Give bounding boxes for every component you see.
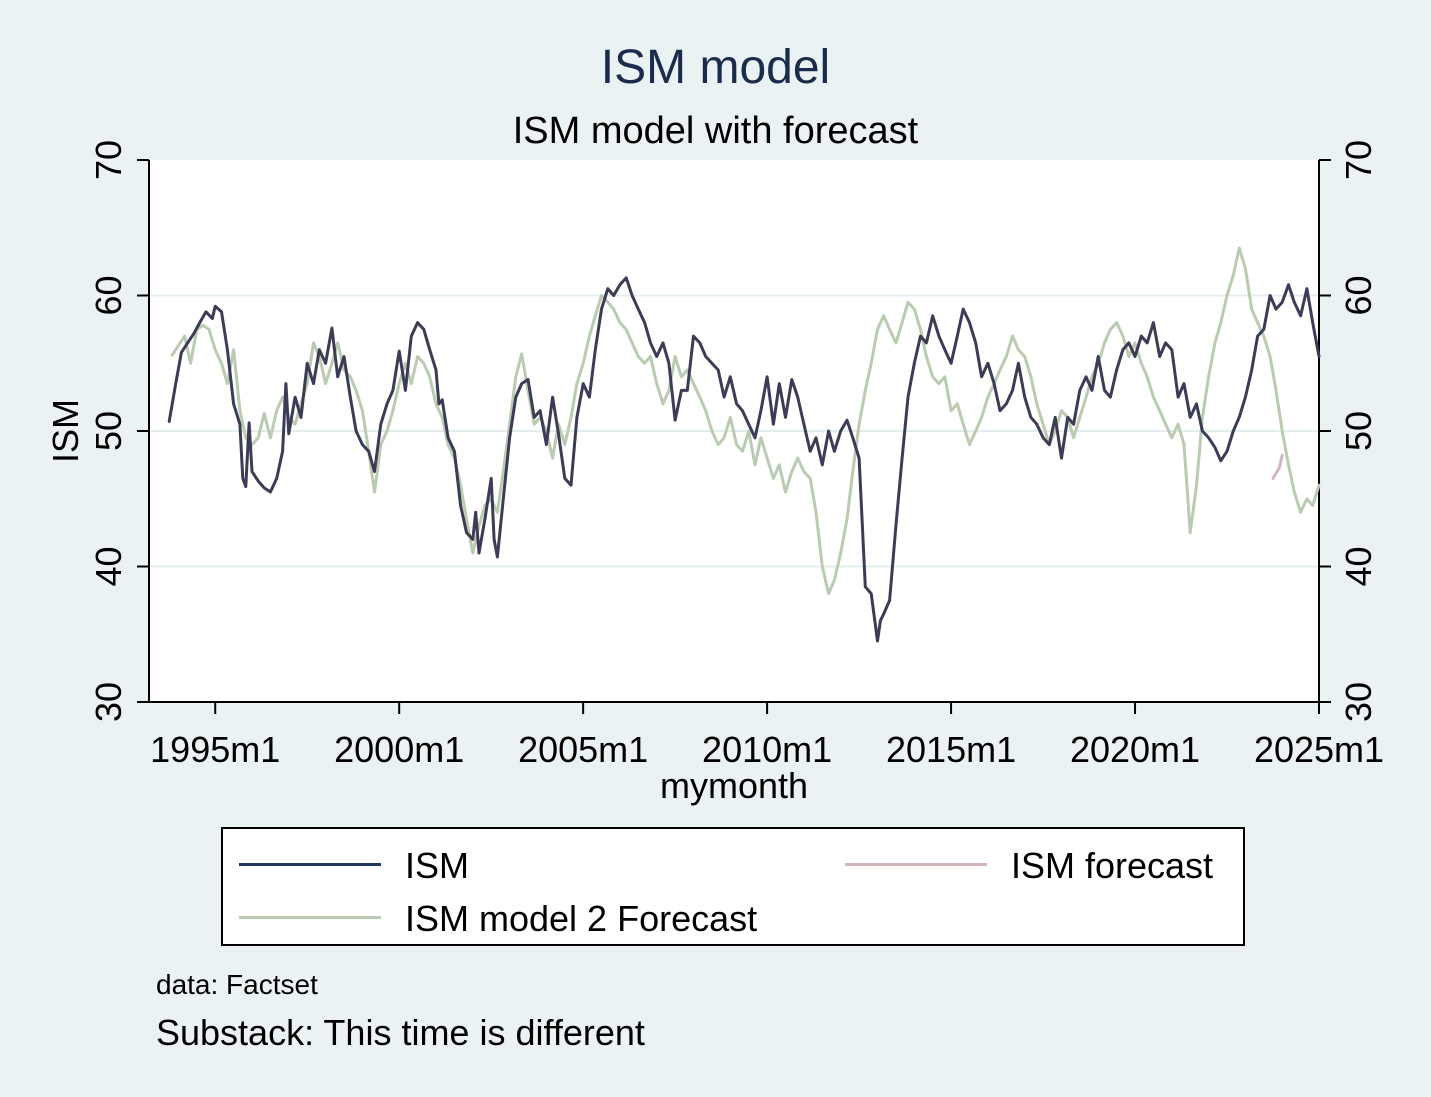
y-axis-title: ISM <box>45 399 86 463</box>
y-tick-label-left-70: 70 <box>88 140 129 180</box>
chart-subtitle: ISM model with forecast <box>512 110 919 152</box>
x-tick-label-2000: 2000m1 <box>334 729 464 770</box>
x-tick-label-1995: 1995m1 <box>150 729 280 770</box>
x-tick-label-2015: 2015m1 <box>886 729 1016 770</box>
chart-title: ISM model <box>600 41 831 94</box>
series-line-ism <box>167 276 1321 643</box>
y-tick-label-left-30: 30 <box>88 682 129 722</box>
y-tick-label-right-60: 60 <box>1338 275 1379 315</box>
legend-swatch-ism-forecast <box>845 863 987 866</box>
line-chart: 30 30 40 40 50 50 60 60 70 70 1995m1 2000m1 2005m1 20… <box>45 140 1384 806</box>
legend-swatch-ism <box>239 863 381 866</box>
y-tick-label-right-40: 40 <box>1338 546 1379 586</box>
x-tick-label-2005: 2005m1 <box>518 729 648 770</box>
legend-label-ism-model-2: ISM model 2 Forecast <box>405 898 758 939</box>
data-source-note: data: Factset <box>156 969 318 1000</box>
series-line-ism-model-2-forecast <box>170 246 1321 596</box>
series-line-ism-forecast <box>1271 453 1284 480</box>
legend-label-ism: ISM <box>405 845 470 886</box>
y-tick-label-left-50: 50 <box>88 411 129 451</box>
caption-note: Substack: This time is different <box>156 1012 645 1053</box>
y-tick-label-left-60: 60 <box>88 275 129 315</box>
y-tick-label-left-40: 40 <box>88 546 129 586</box>
y-tick-label-right-30: 30 <box>1338 682 1379 722</box>
x-tick-label-2010: 2010m1 <box>702 729 832 770</box>
legend-label-ism-forecast: ISM forecast <box>1011 845 1214 886</box>
legend-swatch-ism-model-2 <box>239 916 381 919</box>
x-tick-label-2025: 2025m1 <box>1254 729 1384 770</box>
y-tick-label-right-70: 70 <box>1338 140 1379 180</box>
legend: ISM ISM forecast ISM model 2 Forecast <box>221 827 1245 946</box>
y-tick-label-right-50: 50 <box>1338 411 1379 451</box>
x-axis-title: mymonth <box>660 765 808 806</box>
x-tick-label-2020: 2020m1 <box>1070 729 1200 770</box>
